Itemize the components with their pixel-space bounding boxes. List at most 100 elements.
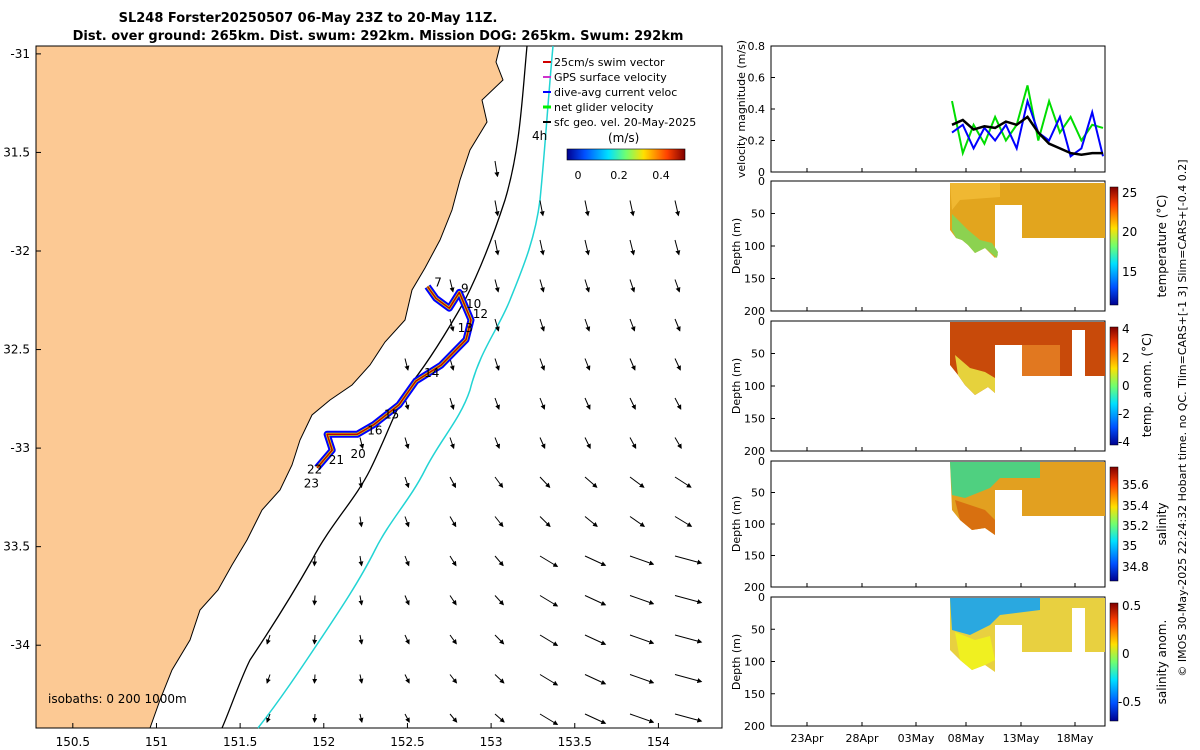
geostrophic-arrow <box>674 713 703 723</box>
salinity-cbar-tick-35: 35 <box>1122 539 1137 553</box>
map-colorbar <box>566 148 686 161</box>
salinity-ylabel: Depth (m) <box>730 496 743 552</box>
geostrophic-arrow <box>539 595 559 607</box>
colorbar-tick-0.4: 0.4 <box>652 169 670 182</box>
sal-anom-colorbar <box>1109 602 1119 722</box>
geostrophic-arrow <box>674 674 703 683</box>
geostrophic-arrow <box>629 397 636 410</box>
legend-dive-avg: dive-avg current veloc <box>554 86 677 99</box>
salinity-colorbar <box>1109 466 1119 582</box>
geostrophic-arrow <box>584 239 590 256</box>
sal-anom-cbar-tick-m0.5: -0.5 <box>1118 695 1141 709</box>
panel-ytick-label: 100 <box>744 656 765 669</box>
panel-ytick-label: 200 <box>744 445 765 458</box>
day-label: 9 <box>461 281 469 295</box>
panel-ytick-label: 0.2 <box>748 135 766 148</box>
geostrophic-arrow <box>494 516 504 528</box>
panel-ytick-label: 200 <box>744 581 765 594</box>
salinity-field <box>950 462 1105 535</box>
geostrophic-arrow <box>674 437 682 449</box>
geostrophic-arrow <box>539 239 545 256</box>
geostrophic-arrow <box>312 713 318 723</box>
velocity-series-line <box>951 85 1104 157</box>
geostrophic-arrow <box>494 595 505 606</box>
map-xtick-label: 153.5 <box>558 735 592 749</box>
sal-anom-ylabel: Depth (m) <box>730 634 743 690</box>
day-label: 23 <box>304 477 319 491</box>
temperature-cbar-tick-15: 15 <box>1122 265 1137 279</box>
geostrophic-arrow <box>449 318 455 332</box>
geostrophic-arrow <box>539 358 546 371</box>
panel-ytick-label: 50 <box>751 487 765 500</box>
day-label: 21 <box>329 453 344 467</box>
temp-anom-cbar-tick-0: 0 <box>1122 379 1130 393</box>
geostrophic-arrow <box>449 397 455 410</box>
geostrophic-arrow <box>494 674 505 684</box>
panel-ytick-label: 100 <box>744 240 765 253</box>
geostrophic-arrow <box>494 555 504 567</box>
temperature-ylabel: Depth (m) <box>730 218 743 274</box>
geostrophic-arrow <box>584 279 590 293</box>
geostrophic-arrow <box>358 674 364 684</box>
day-label: 12 <box>473 307 488 321</box>
geostrophic-arrow <box>312 674 318 684</box>
panel-ytick-label: 0 <box>758 166 765 179</box>
geostrophic-arrow <box>266 713 271 723</box>
timeseries-panels: velocity magnitude (m/s) 25 20 15 temper… <box>730 40 1169 745</box>
temperature-clabel: temperature (°C) <box>1155 195 1169 298</box>
salinity-cbar-tick-35.4: 35.4 <box>1122 499 1149 513</box>
geostrophic-arrow <box>494 437 501 450</box>
geostrophic-arrow <box>404 437 410 450</box>
geostrophic-arrow <box>359 437 365 450</box>
geostrophic-arrow <box>674 358 681 371</box>
geostrophic-arrow <box>584 318 591 332</box>
geostrophic-arrow <box>494 160 500 178</box>
day-label: 16 <box>367 423 382 437</box>
geostrophic-arrow <box>584 358 591 371</box>
panel-ytick-label: 100 <box>744 380 765 393</box>
geostrophic-arrow <box>404 674 410 684</box>
geostrophic-arrow <box>539 516 551 528</box>
copyright-note: © IMOS 30-May-2025 22:24:32 Hobart time.… <box>1176 159 1189 676</box>
geostrophic-arrow <box>584 555 607 566</box>
geostrophic-arrow <box>494 476 504 489</box>
map-xtick-label: 152 <box>312 735 335 749</box>
geostrophic-arrow <box>584 516 598 528</box>
time-tick-label: 18May <box>1057 732 1094 745</box>
map-legend: 25cm/s swim vector GPS surface velocity … <box>532 56 696 182</box>
time-tick-label: 23Apr <box>790 732 824 745</box>
temp-anom-deep <box>955 355 995 395</box>
geostrophic-arrow <box>674 239 681 256</box>
geostrophic-arrow <box>539 279 545 293</box>
velocity-lines <box>951 85 1104 158</box>
geostrophic-arrow <box>539 713 559 726</box>
geostrophic-arrow <box>539 674 559 686</box>
geostrophic-arrow <box>539 555 559 568</box>
panel-axes: 00.20.40.60.8050100150200050100150200050… <box>744 40 1094 745</box>
isobath-200m <box>257 45 554 729</box>
geostrophic-arrow <box>539 634 559 647</box>
map-ytick-label: 32.5 <box>3 343 30 357</box>
temperature-warm-layer <box>950 183 1105 258</box>
track-swim-vector <box>316 286 472 469</box>
geostrophic-arrow <box>584 437 591 450</box>
panel-ytick-label: 200 <box>744 305 765 318</box>
geostrophic-arrow <box>674 200 680 217</box>
map-xtick-label: 152.5 <box>390 735 424 749</box>
geostrophic-arrow <box>449 713 458 723</box>
sal-anom-cbar-tick-0.5: 0.5 <box>1122 599 1141 613</box>
geostrophic-arrow <box>404 555 410 567</box>
colorbar-label: (m/s) <box>608 131 639 145</box>
isobaths-label: isobaths: 0 200 1000m <box>48 692 187 706</box>
temperature-colorbar <box>1109 186 1119 306</box>
panel-ytick-label: 0.4 <box>748 103 766 116</box>
geostrophic-arrow <box>312 555 318 567</box>
sal-anom-field <box>950 598 1105 672</box>
geostrophic-arrow <box>404 713 410 723</box>
panel-ytick-label: 50 <box>751 208 765 221</box>
geostrophic-arrow <box>404 516 410 528</box>
temp-anom-cbar-tick-4: 4 <box>1122 322 1130 336</box>
geostrophic-arrow <box>404 358 410 371</box>
